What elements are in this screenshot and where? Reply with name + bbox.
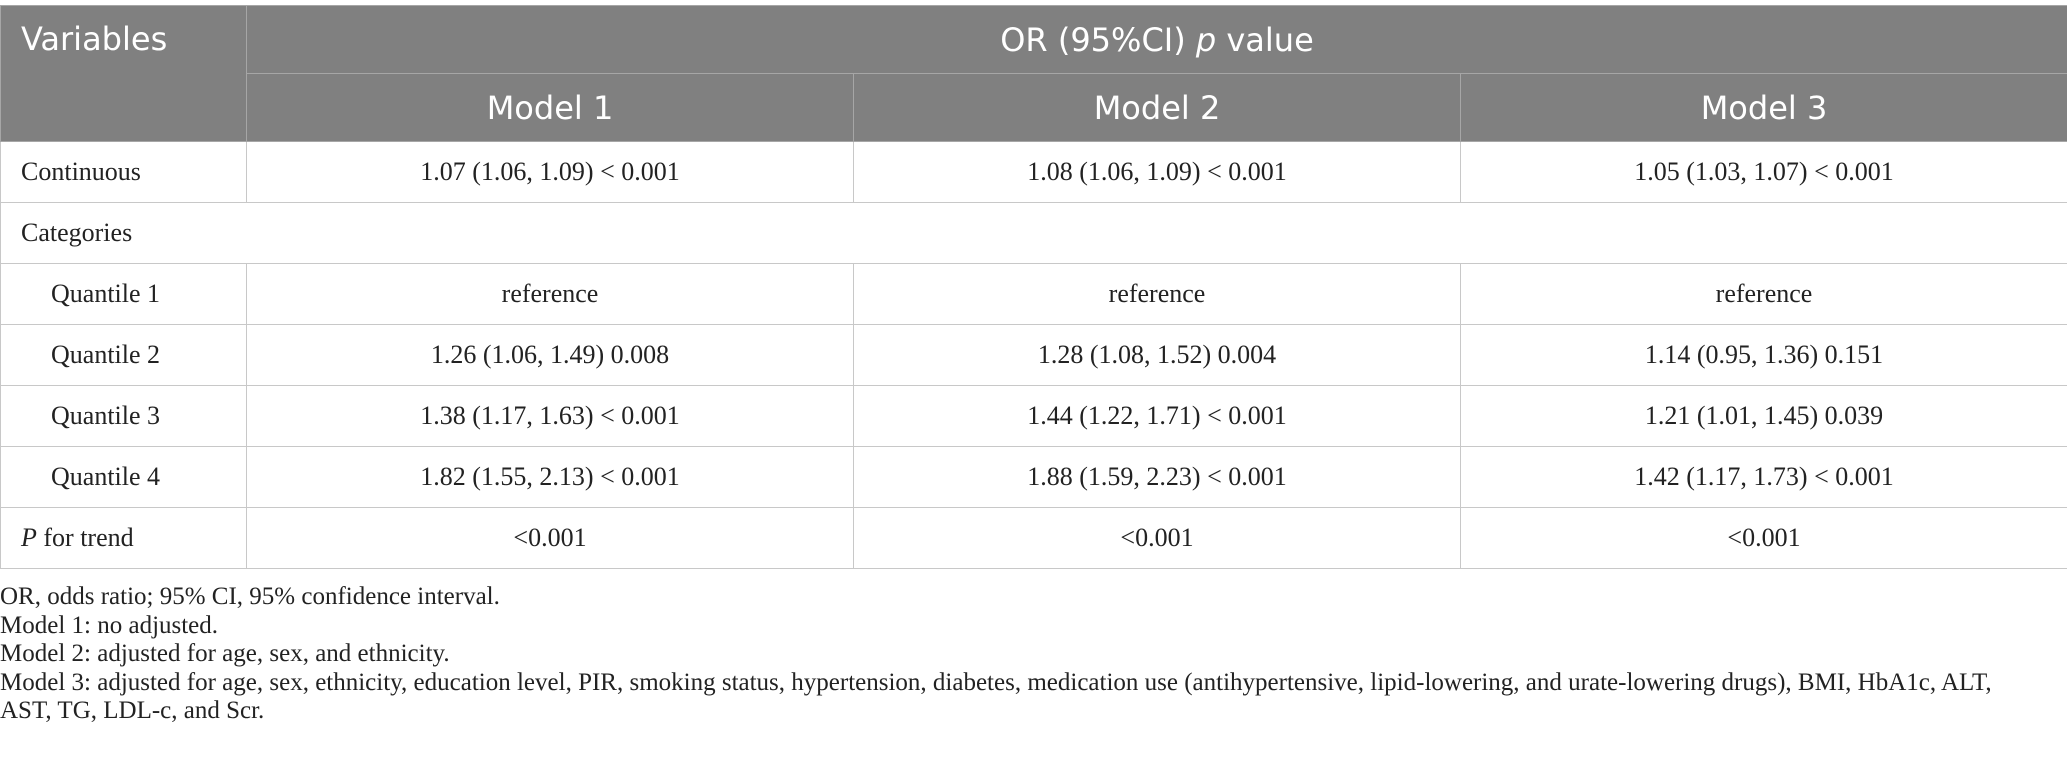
model-2-header: Model 2 — [853, 73, 1461, 142]
table-row-p-for-trend: P for trend <0.001 <0.001 <0.001 — [0, 507, 2067, 569]
or-ci-prefix: OR (95%CI) — [1000, 20, 1196, 59]
table-row-quantile-2: Quantile 2 1.26 (1.06, 1.49) 0.008 1.28 … — [0, 324, 2067, 386]
footnote-model-3: Model 3: adjusted for age, sex, ethnicit… — [0, 668, 1992, 725]
footnote-model-2: Model 2: adjusted for age, sex, and ethn… — [0, 640, 450, 667]
cell-model-3: 1.21 (1.01, 1.45) 0.039 — [1460, 385, 2067, 447]
cell-model-2: reference — [853, 263, 1461, 325]
cell-model-3: 1.42 (1.17, 1.73) < 0.001 — [1460, 446, 2067, 508]
or-ci-header: OR (95%CI) p value — [246, 5, 2067, 74]
table-row-quantile-3: Quantile 3 1.38 (1.17, 1.63) < 0.001 1.4… — [0, 385, 2067, 447]
cell-model-2: 1.44 (1.22, 1.71) < 0.001 — [853, 385, 1461, 447]
or-ci-p: p — [1195, 20, 1217, 59]
categories-label: Categories — [0, 202, 2067, 264]
cell-model-2: 1.28 (1.08, 1.52) 0.004 — [853, 324, 1461, 386]
cell-model-2: 1.88 (1.59, 2.23) < 0.001 — [853, 446, 1461, 508]
table-row-quantile-1: Quantile 1 reference reference reference — [0, 263, 2067, 325]
or-ci-suffix: value — [1216, 20, 1314, 59]
model-1-header: Model 1 — [246, 73, 854, 142]
results-table: Variables OR (95%CI) p value Model 1 Mod… — [0, 5, 2067, 569]
cell-model-3: 1.05 (1.03, 1.07) < 0.001 — [1460, 141, 2067, 203]
footnote-abbreviations: OR, odds ratio; 95% CI, 95% confidence i… — [0, 583, 500, 610]
row-label: Continuous — [0, 141, 247, 203]
header-row-top: Variables OR (95%CI) p value — [0, 5, 2067, 142]
trend-p: P — [21, 523, 37, 552]
cell-model-1: 1.38 (1.17, 1.63) < 0.001 — [246, 385, 854, 447]
cell-model-3: <0.001 — [1460, 507, 2067, 569]
cell-model-2: 1.08 (1.06, 1.09) < 0.001 — [853, 141, 1461, 203]
table-row-quantile-4: Quantile 4 1.82 (1.55, 2.13) < 0.001 1.8… — [0, 446, 2067, 508]
row-label: Quantile 2 — [0, 324, 247, 386]
row-label: Quantile 4 — [0, 446, 247, 508]
cell-model-1: 1.07 (1.06, 1.09) < 0.001 — [246, 141, 854, 203]
cell-model-2: <0.001 — [853, 507, 1461, 569]
table-row-continuous: Continuous 1.07 (1.06, 1.09) < 0.001 1.0… — [0, 141, 2067, 203]
row-label: P for trend — [0, 507, 247, 569]
trend-label-rest: for trend — [36, 523, 134, 552]
table-footnotes: OR, odds ratio; 95% CI, 95% confidence i… — [0, 583, 2040, 726]
model-3-header: Model 3 — [1460, 73, 2067, 142]
row-label: Quantile 3 — [0, 385, 247, 447]
cell-model-1: 1.26 (1.06, 1.49) 0.008 — [246, 324, 854, 386]
cell-model-3: 1.14 (0.95, 1.36) 0.151 — [1460, 324, 2067, 386]
cell-model-1: <0.001 — [246, 507, 854, 569]
variables-header: Variables — [0, 5, 247, 142]
table-row-categories: Categories — [0, 202, 2067, 264]
footnote-model-1: Model 1: no adjusted. — [0, 611, 219, 639]
row-label: Quantile 1 — [0, 263, 247, 325]
cell-model-3: reference — [1460, 263, 2067, 325]
cell-model-1: reference — [246, 263, 854, 325]
cell-model-1: 1.82 (1.55, 2.13) < 0.001 — [246, 446, 854, 508]
header-row-models: Model 1 Model 2 Model 3 — [1, 73, 2067, 142]
